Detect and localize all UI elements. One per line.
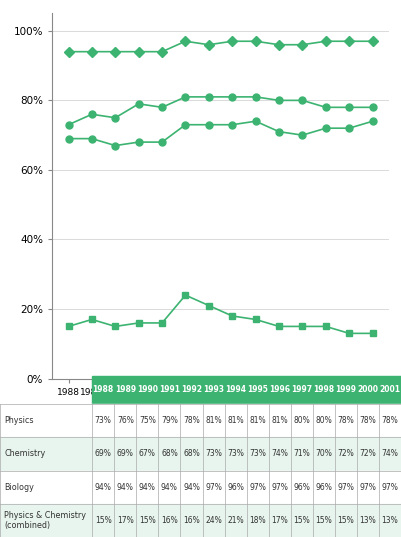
Text: 76%: 76% — [117, 416, 134, 425]
Text: 70%: 70% — [315, 449, 332, 459]
Text: 13%: 13% — [360, 516, 376, 525]
Text: 94%: 94% — [117, 483, 134, 492]
Text: 15%: 15% — [294, 516, 310, 525]
Text: 68%: 68% — [183, 449, 200, 459]
Text: 97%: 97% — [337, 483, 354, 492]
Text: 75%: 75% — [139, 416, 156, 425]
Text: 1992: 1992 — [181, 386, 202, 395]
Text: 1989: 1989 — [115, 386, 136, 395]
Text: 96%: 96% — [315, 483, 332, 492]
Text: 1995: 1995 — [247, 386, 268, 395]
Text: 97%: 97% — [271, 483, 288, 492]
Bar — [0, 504, 401, 537]
Text: 80%: 80% — [316, 416, 332, 425]
Text: 15%: 15% — [338, 516, 354, 525]
Text: 17%: 17% — [271, 516, 288, 525]
Text: 81%: 81% — [227, 416, 244, 425]
Bar — [92, 376, 401, 404]
Text: 73%: 73% — [249, 449, 266, 459]
Text: 78%: 78% — [360, 416, 376, 425]
Text: 80%: 80% — [294, 416, 310, 425]
Text: Physics: Physics — [4, 416, 34, 425]
Text: 69%: 69% — [95, 449, 112, 459]
Text: 21%: 21% — [227, 516, 244, 525]
Text: 1990: 1990 — [137, 386, 158, 395]
Text: 97%: 97% — [249, 483, 266, 492]
Text: 96%: 96% — [227, 483, 244, 492]
Text: 15%: 15% — [139, 516, 156, 525]
Text: 78%: 78% — [382, 416, 398, 425]
Text: 94%: 94% — [183, 483, 200, 492]
Text: 72%: 72% — [338, 449, 354, 459]
Text: 79%: 79% — [161, 416, 178, 425]
Text: 81%: 81% — [249, 416, 266, 425]
Bar — [0, 470, 401, 504]
Text: 1997: 1997 — [291, 386, 312, 395]
Text: 1999: 1999 — [335, 386, 356, 395]
Text: 1998: 1998 — [313, 386, 334, 395]
Text: 67%: 67% — [139, 449, 156, 459]
Text: 81%: 81% — [205, 416, 222, 425]
Text: 1996: 1996 — [269, 386, 290, 395]
Text: 73%: 73% — [95, 416, 112, 425]
Text: 96%: 96% — [293, 483, 310, 492]
Text: 1994: 1994 — [225, 386, 246, 395]
Text: 1993: 1993 — [203, 386, 224, 395]
Text: 94%: 94% — [139, 483, 156, 492]
Text: 78%: 78% — [338, 416, 354, 425]
Text: 13%: 13% — [382, 516, 398, 525]
Text: Physics & Chemistry
(combined): Physics & Chemistry (combined) — [4, 511, 86, 530]
Text: 74%: 74% — [271, 449, 288, 459]
Text: 73%: 73% — [227, 449, 244, 459]
Text: 1991: 1991 — [159, 386, 180, 395]
Text: 24%: 24% — [205, 516, 222, 525]
Text: 94%: 94% — [161, 483, 178, 492]
Text: 78%: 78% — [183, 416, 200, 425]
Text: Chemistry: Chemistry — [4, 449, 45, 459]
Text: 15%: 15% — [316, 516, 332, 525]
Text: 68%: 68% — [161, 449, 178, 459]
Text: 16%: 16% — [161, 516, 178, 525]
Text: 97%: 97% — [381, 483, 399, 492]
Text: 18%: 18% — [249, 516, 266, 525]
Text: 69%: 69% — [117, 449, 134, 459]
Text: 97%: 97% — [359, 483, 377, 492]
Text: 16%: 16% — [183, 516, 200, 525]
Text: 73%: 73% — [205, 449, 222, 459]
Text: 2001: 2001 — [379, 386, 401, 395]
Bar — [0, 404, 401, 437]
Text: 94%: 94% — [95, 483, 112, 492]
Text: 71%: 71% — [294, 449, 310, 459]
Text: 81%: 81% — [271, 416, 288, 425]
Text: Biology: Biology — [4, 483, 34, 492]
Text: 17%: 17% — [117, 516, 134, 525]
Text: 2000: 2000 — [357, 386, 379, 395]
Bar — [0, 437, 401, 470]
Text: 74%: 74% — [381, 449, 399, 459]
Text: 1988: 1988 — [93, 386, 114, 395]
Text: 72%: 72% — [360, 449, 376, 459]
Text: 97%: 97% — [205, 483, 222, 492]
Text: 15%: 15% — [95, 516, 111, 525]
